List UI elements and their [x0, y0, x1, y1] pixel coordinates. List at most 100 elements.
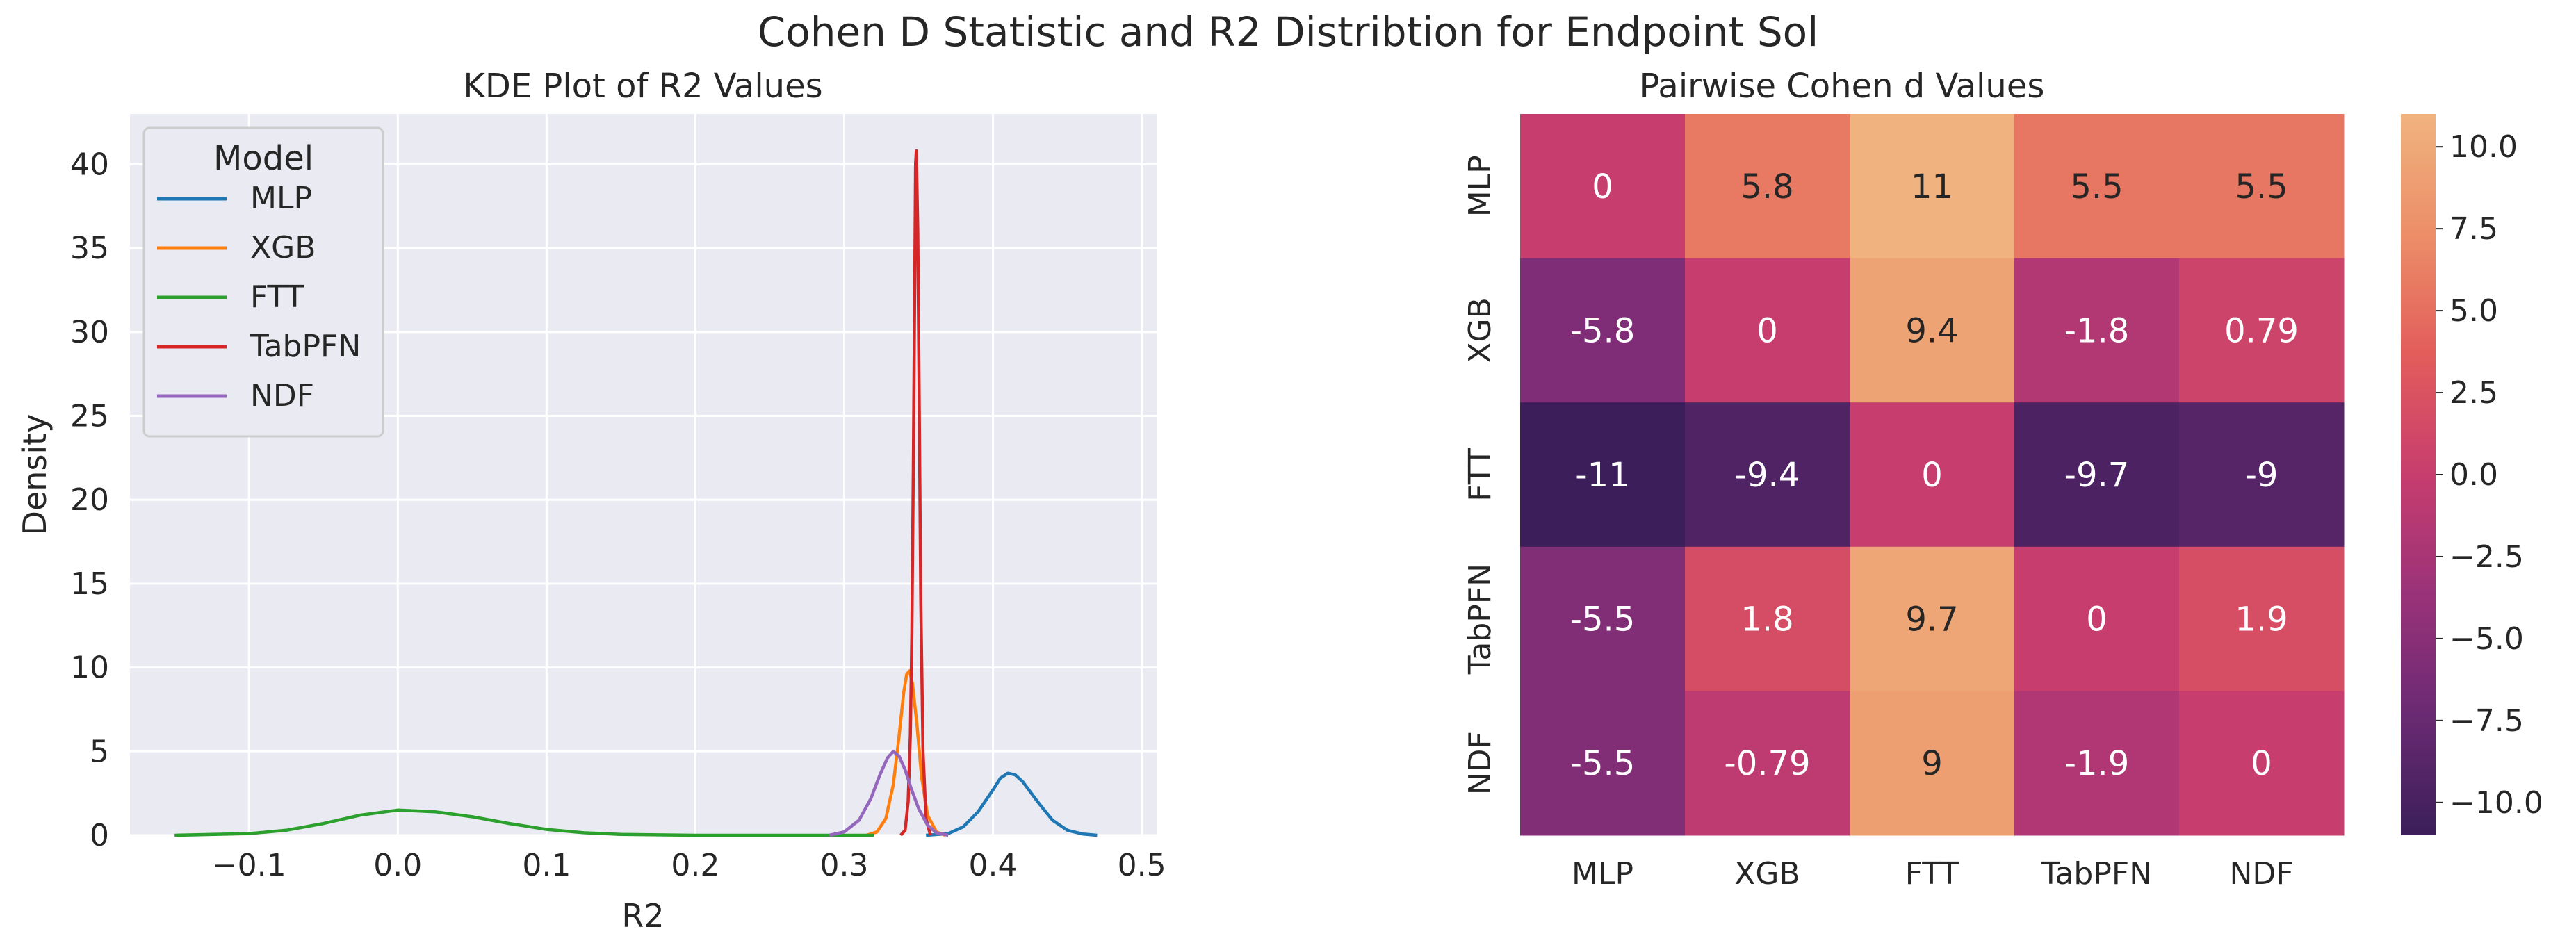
heatmap-cell-label: -11: [1575, 456, 1629, 495]
kde-y-tick-label: 20: [70, 482, 109, 518]
figure-suptitle: Cohen D Statistic and R2 Distribtion for…: [758, 8, 1819, 56]
heatmap-row-label-xgb: XGB: [1462, 297, 1498, 363]
colorbar-tick-labels: 10.0 7.5 5.0 2.5 0.0 −2.5 −5.0 −7.5 −10.0: [2436, 129, 2543, 821]
heatmap-cell-label: 0: [1756, 311, 1778, 350]
heatmap-cell-xgb-tabpfn: [2014, 258, 2180, 403]
kde-legend-label-ndf: NDF: [250, 378, 314, 413]
kde-y-tick-label: 0: [90, 818, 109, 853]
heatmap-cell-label: 0: [2251, 744, 2272, 783]
kde-x-tick-label: −0.1: [212, 848, 286, 883]
heatmap-cell-ndf-mlp: [1520, 691, 1686, 836]
heatmap-cell-label: -1.9: [2064, 744, 2130, 783]
heatmap-row-label-mlp: MLP: [1462, 155, 1498, 217]
heatmap-row-label-ndf: NDF: [1462, 731, 1498, 795]
heatmap-cell-label: -5.8: [1570, 311, 1636, 350]
heatmap-cell-label: 5.5: [2070, 167, 2123, 206]
heatmap-panel: Pairwise Cohen d Values 0 5.8 11 5.5 5.5 -5.8…: [1462, 67, 2543, 892]
kde-y-axis-label: Density: [16, 414, 54, 536]
heatmap-cell-mlp-ftt: [1850, 114, 2015, 259]
colorbar-tick-label: 10.0: [2449, 129, 2518, 165]
heatmap-cell-xgb-mlp: [1520, 258, 1686, 403]
kde-curve-ftt: [174, 808, 874, 837]
kde-legend-label-xgb: XGB: [250, 230, 316, 265]
heatmap-cell-label: 0.79: [2224, 311, 2299, 350]
heatmap-cell-tabpfn-ndf: [2179, 546, 2345, 691]
colorbar-tick-label: −7.5: [2449, 703, 2524, 739]
heatmap-cell-label: -5.5: [1570, 600, 1636, 639]
kde-legend-label-mlp: MLP: [250, 181, 312, 216]
heatmap-cell-label: 9: [1921, 744, 1943, 783]
kde-curve-mlp: [926, 771, 1098, 837]
kde-y-tick-label: 30: [70, 315, 109, 350]
heatmap-cell-mlp-mlp: [1520, 114, 1686, 259]
kde-x-tick-label: 0.0: [373, 848, 422, 883]
heatmap-cell-ftt-ndf: [2179, 402, 2345, 548]
heatmap-cell-ftt-tabpfn: [2014, 402, 2180, 548]
heatmap-column-labels: MLP XGB FTT TabPFN NDF: [1572, 856, 2294, 892]
heatmap-title: Pairwise Cohen d Values: [1640, 67, 2045, 106]
kde-y-tick-label: 5: [90, 734, 109, 769]
heatmap-cell-xgb-ftt: [1850, 258, 2015, 403]
kde-chart-panel: KDE Plot of R2 Values −0.1 0.0 0.1 0.2 0.3 0.…: [16, 67, 1166, 935]
kde-x-tick-label: 0.4: [969, 848, 1018, 883]
heatmap-cell-mlp-ndf: [2179, 114, 2345, 259]
heatmap-cell-label: -9: [2245, 456, 2279, 495]
heatmap-column-label-ndf: NDF: [2229, 856, 2293, 892]
kde-chart-title: KDE Plot of R2 Values: [463, 67, 822, 106]
heatmap-cell-ndf-tabpfn: [2014, 691, 2180, 836]
heatmap-cell-ftt-xgb: [1685, 402, 1850, 548]
heatmap-cell-ndf-ftt: [1850, 691, 2015, 836]
heatmap-cell-tabpfn-xgb: [1685, 546, 1850, 691]
heatmap-cell-tabpfn-tabpfn: [2014, 546, 2180, 691]
heatmap-column-label-ftt: FTT: [1905, 856, 1959, 892]
kde-y-tick-labels: 0 5 10 15 20 25 30 35 40: [70, 147, 109, 853]
kde-x-axis-label: R2: [621, 897, 664, 935]
heatmap-cell-label: -5.5: [1570, 744, 1636, 783]
kde-y-tick-label: 25: [70, 399, 109, 434]
heatmap-cell-mlp-tabpfn: [2014, 114, 2180, 259]
kde-legend-label-tabpfn: TabPFN: [250, 329, 361, 364]
kde-y-tick-label: 35: [70, 231, 109, 266]
colorbar-tick-label: −10.0: [2449, 785, 2543, 821]
heatmap-cell-ndf-ndf: [2179, 691, 2345, 836]
heatmap-cell-label: 1.8: [1741, 600, 1793, 639]
heatmap-column-label-tabpfn: TabPFN: [2041, 856, 2152, 892]
colorbar-tick-label: 0.0: [2449, 457, 2498, 493]
heatmap-row-label-tabpfn: TabPFN: [1462, 564, 1498, 675]
heatmap-cell-label: 0: [1592, 167, 1613, 206]
kde-grid: [130, 114, 1157, 837]
kde-x-tick-label: 0.2: [671, 848, 719, 883]
heatmap-cells: 0 5.8 11 5.5 5.5 -5.8 0 9.4 -1.8 0.79 -11 -9.4 0 -9.7…: [1520, 114, 2345, 836]
colorbar-tick-label: 2.5: [2449, 375, 2498, 411]
heatmap-column-label-xgb: XGB: [1734, 856, 1800, 892]
kde-x-tick-label: 0.3: [820, 848, 868, 883]
kde-y-tick-label: 15: [70, 566, 109, 602]
heatmap-cell-ndf-xgb: [1685, 691, 1850, 836]
heatmap-cell-label: -9.7: [2064, 456, 2130, 495]
heatmap-row-labels: MLP XGB FTT TabPFN NDF: [1462, 155, 1498, 795]
kde-x-tick-label: 0.1: [522, 848, 571, 883]
heatmap-cell-tabpfn-mlp: [1520, 546, 1686, 691]
heatmap-cell-ftt-mlp: [1520, 402, 1686, 548]
heatmap-cell-label: 11: [1911, 167, 1953, 206]
heatmap-column-label-mlp: MLP: [1572, 856, 1633, 892]
kde-x-tick-labels: −0.1 0.0 0.1 0.2 0.3 0.4 0.5: [212, 848, 1166, 883]
heatmap-cell-label: -9.4: [1735, 456, 1800, 495]
kde-legend-label-ftt: FTT: [250, 279, 304, 315]
kde-legend-items: MLP XGB FTT TabPFN NDF: [157, 181, 361, 413]
kde-legend-box: [142, 126, 384, 438]
heatmap-cell-label: 1.9: [2235, 600, 2288, 639]
kde-legend-title: Model: [213, 139, 313, 178]
heatmap-cell-label: -0.79: [1724, 744, 1810, 783]
heatmap-cell-label: 9.4: [1905, 311, 1958, 350]
heatmap-cell-xgb-ndf: [2179, 258, 2345, 403]
heatmap-cell-label: 9.7: [1905, 600, 1958, 639]
colorbar-tick-label: −2.5: [2449, 539, 2524, 575]
kde-x-tick-label: 0.5: [1118, 848, 1166, 883]
heatmap-cell-label: 0: [1921, 456, 1943, 495]
colorbar: [2401, 114, 2436, 835]
colorbar-tick-label: 5.0: [2449, 293, 2498, 329]
heatmap-cell-mlp-xgb: [1685, 114, 1850, 259]
heatmap-cell-label: 0: [2086, 600, 2108, 639]
